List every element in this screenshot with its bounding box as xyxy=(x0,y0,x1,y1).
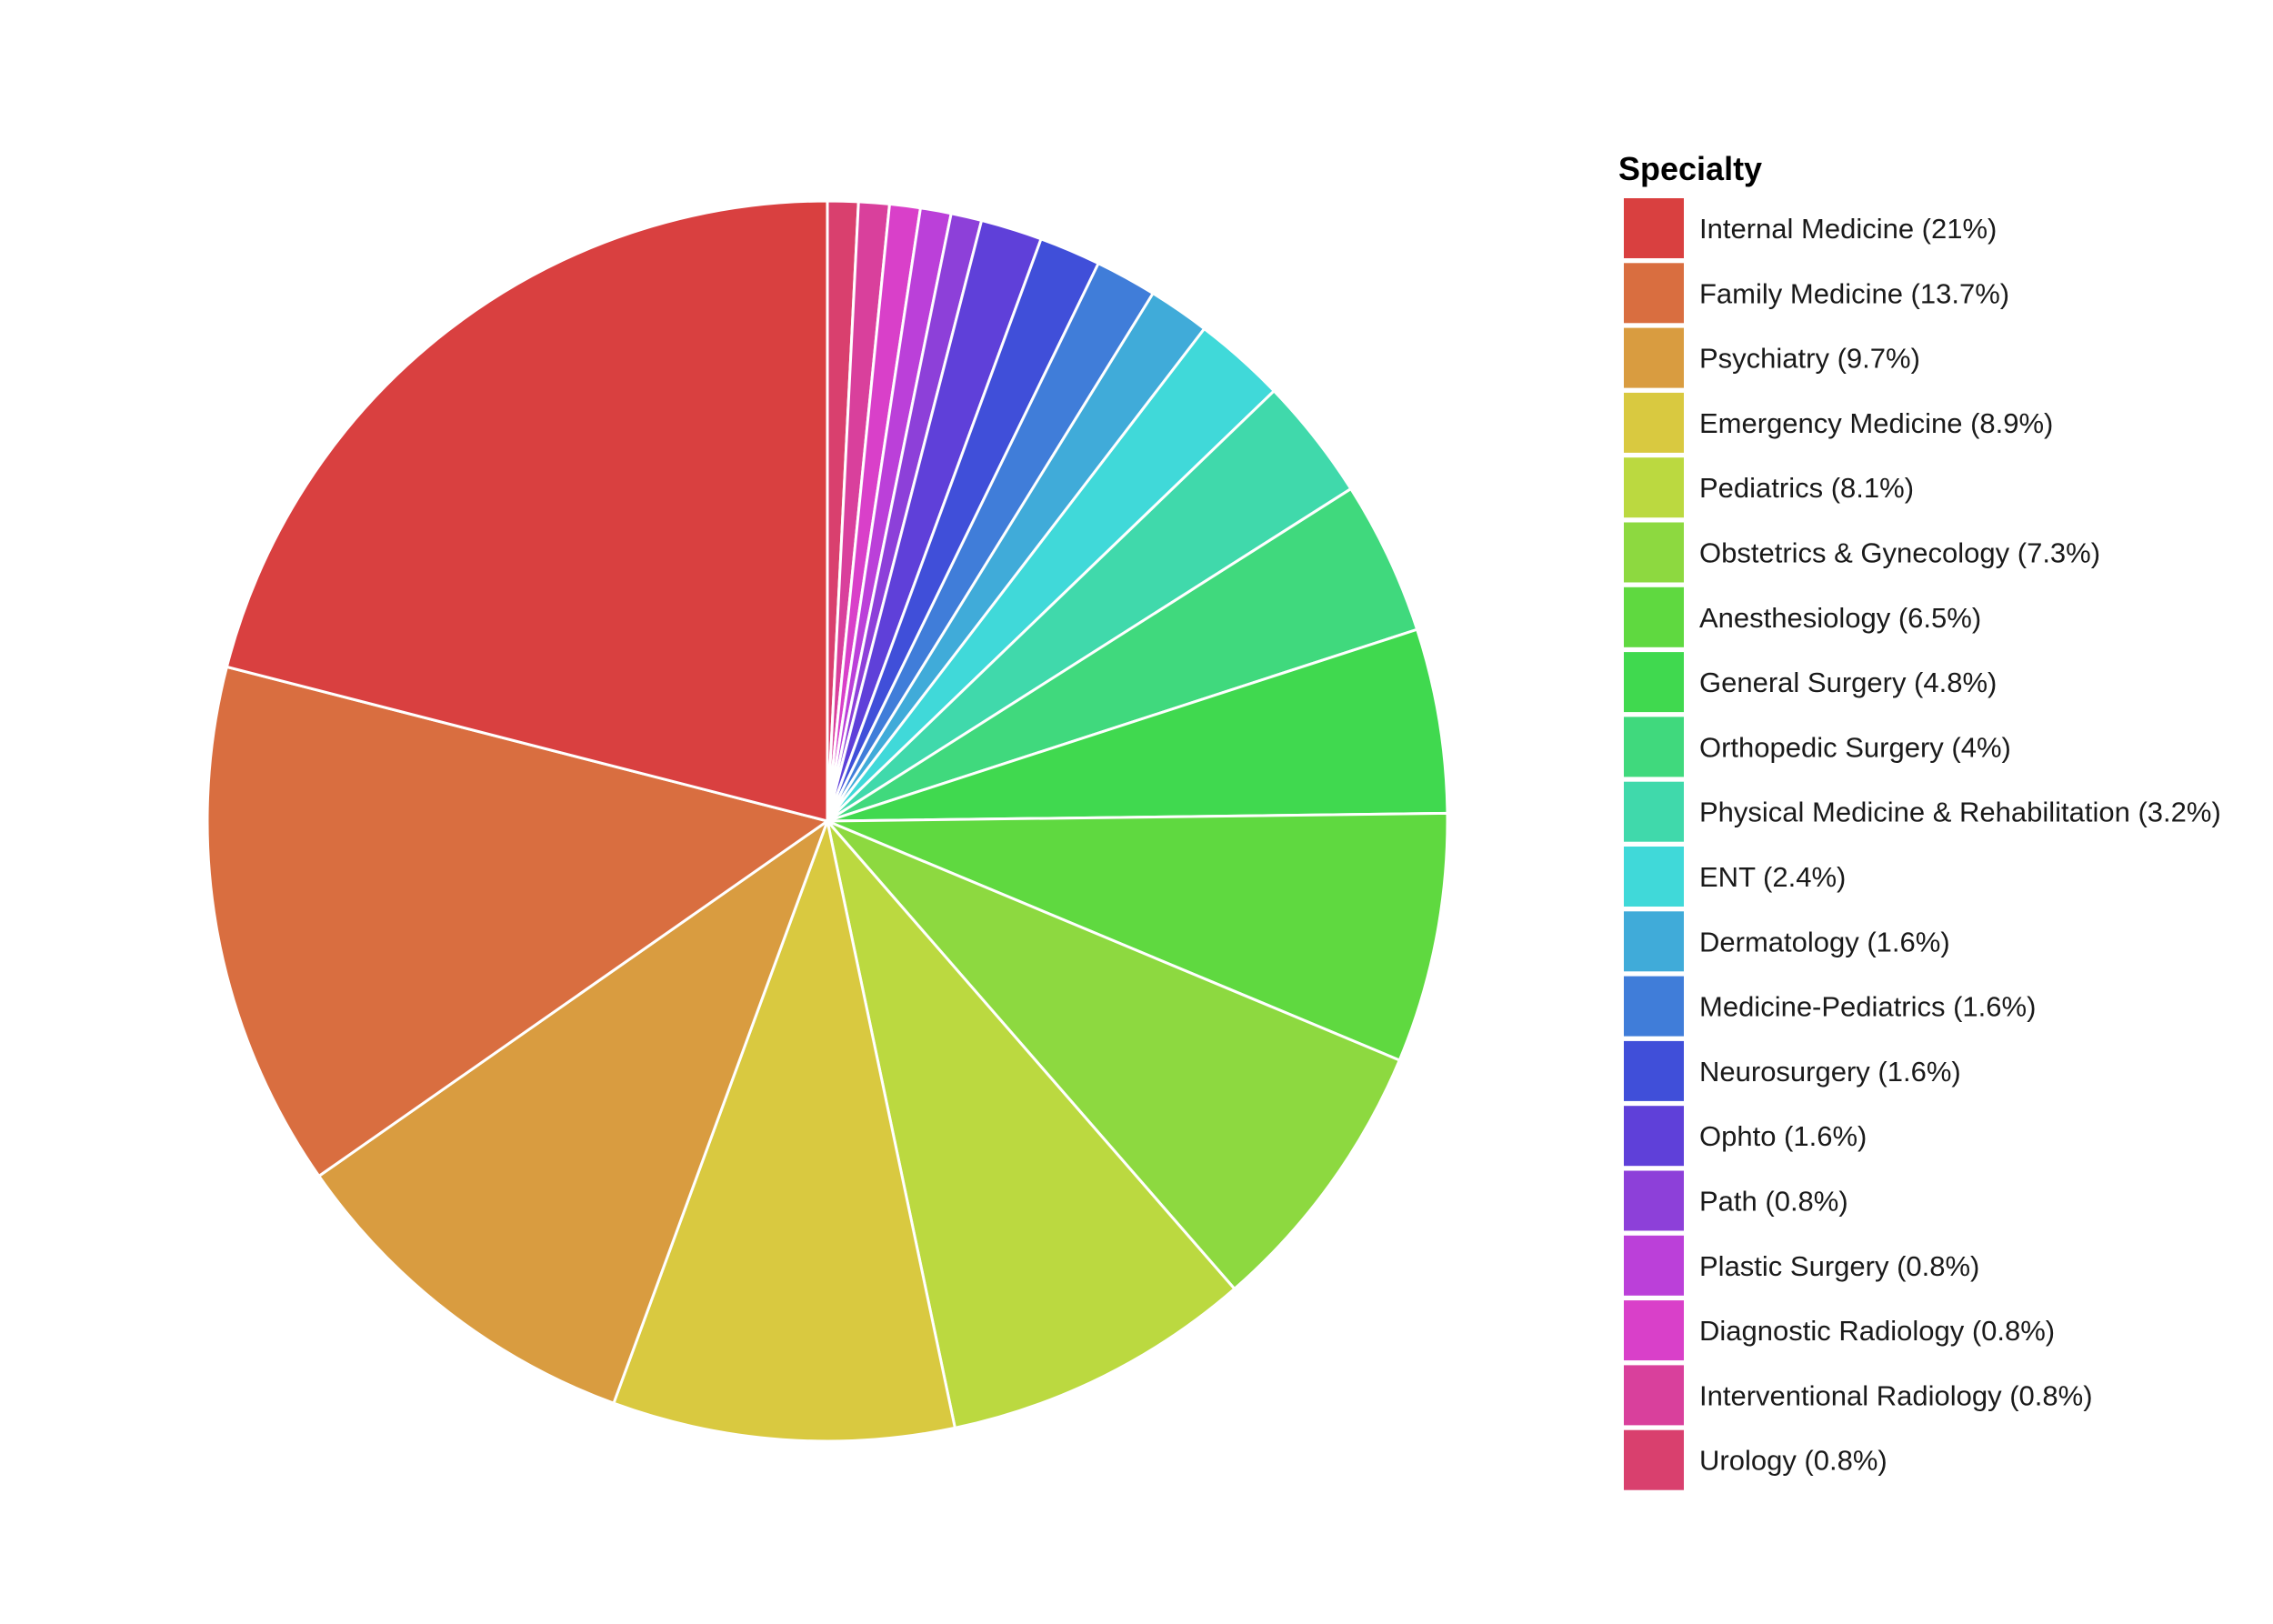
legend-key-path xyxy=(1624,1170,1684,1231)
legend-key-diagnostic-radiology xyxy=(1624,1300,1684,1361)
legend-key-urology xyxy=(1624,1429,1684,1490)
legend-label-diagnostic-radiology: Diagnostic Radiology (0.8%) xyxy=(1699,1315,2055,1347)
legend-label-physical-medicine-rehabilitation: Physical Medicine & Rehabilitation (3.2%… xyxy=(1699,797,2221,828)
pie-slices xyxy=(205,199,1449,1443)
legend-key-dermatology xyxy=(1624,911,1684,972)
legend: Specialty Internal Medicine (21%) Family … xyxy=(1618,150,2221,1490)
legend-key-medicine-pediatrics xyxy=(1624,976,1684,1037)
legend-key-plastic-surgery xyxy=(1624,1235,1684,1296)
legend-label-psychiatry: Psychiatry (9.7%) xyxy=(1699,343,1920,375)
pie-slice-emergency-medicine xyxy=(612,819,956,1443)
legend-label-ent: ENT (2.4%) xyxy=(1699,861,1846,893)
legend-label-anesthesiology: Anesthesiology (6.5%) xyxy=(1699,602,1981,634)
legend-key-interventional-radiology xyxy=(1624,1365,1684,1426)
legend-key-ent xyxy=(1624,847,1684,907)
legend-label-ophto: Ophto (1.6%) xyxy=(1699,1120,1867,1152)
pie-slice-internal-medicine xyxy=(225,199,829,823)
legend-label-general-surgery: General Surgery (4.8%) xyxy=(1699,667,1997,698)
pie-slice-anesthesiology xyxy=(826,811,1449,1062)
legend-label-emergency-medicine: Emergency Medicine (8.9%) xyxy=(1699,407,2053,439)
legend-label-medicine-pediatrics: Medicine-Pediatrics (1.6%) xyxy=(1699,991,2036,1023)
pie-slice-family-medicine xyxy=(205,665,829,1178)
legend-label-plastic-surgery: Plastic Surgery (0.8%) xyxy=(1699,1250,1979,1282)
legend-label-dermatology: Dermatology (1.6%) xyxy=(1699,926,1950,957)
legend-label-obstetrics-gynecology: Obstetrics & Gynecology (7.3%) xyxy=(1699,537,2100,569)
legend-label-interventional-radiology: Interventional Radiology (0.8%) xyxy=(1699,1379,2093,1411)
legend-key-psychiatry xyxy=(1624,327,1684,388)
legend-key-orthopedic-surgery xyxy=(1624,717,1684,777)
legend-key-neurosurgery xyxy=(1624,1040,1684,1101)
legend-key-anesthesiology xyxy=(1624,586,1684,647)
pie-slice-pediatrics xyxy=(826,819,1237,1429)
legend-label-internal-medicine: Internal Medicine (21%) xyxy=(1699,213,1997,245)
legend-label-path: Path (0.8%) xyxy=(1699,1186,1848,1218)
legend-label-orthopedic-surgery: Orthopedic Surgery (4%) xyxy=(1699,731,2011,763)
legend-items: Internal Medicine (21%) Family Medicine (… xyxy=(1624,198,2221,1490)
legend-key-ophto xyxy=(1624,1106,1684,1167)
pie-slice-obstetrics-gynecology xyxy=(826,819,1401,1290)
legend-title: Specialty xyxy=(1618,150,1762,187)
legend-label-pediatrics: Pediatrics (8.1%) xyxy=(1699,472,1914,504)
legend-label-family-medicine: Family Medicine (13.7%) xyxy=(1699,277,2009,309)
legend-label-urology: Urology (0.8%) xyxy=(1699,1445,1887,1477)
legend-key-internal-medicine xyxy=(1624,198,1684,258)
legend-key-family-medicine xyxy=(1624,263,1684,324)
legend-key-emergency-medicine xyxy=(1624,392,1684,453)
pie-slice-psychiatry xyxy=(317,819,829,1405)
legend-key-pediatrics xyxy=(1624,457,1684,518)
legend-key-obstetrics-gynecology xyxy=(1624,522,1684,583)
legend-label-neurosurgery: Neurosurgery (1.6%) xyxy=(1699,1056,1961,1088)
legend-key-physical-medicine-rehabilitation xyxy=(1624,781,1684,842)
legend-key-general-surgery xyxy=(1624,652,1684,713)
pie-slice-general-surgery xyxy=(826,627,1449,823)
